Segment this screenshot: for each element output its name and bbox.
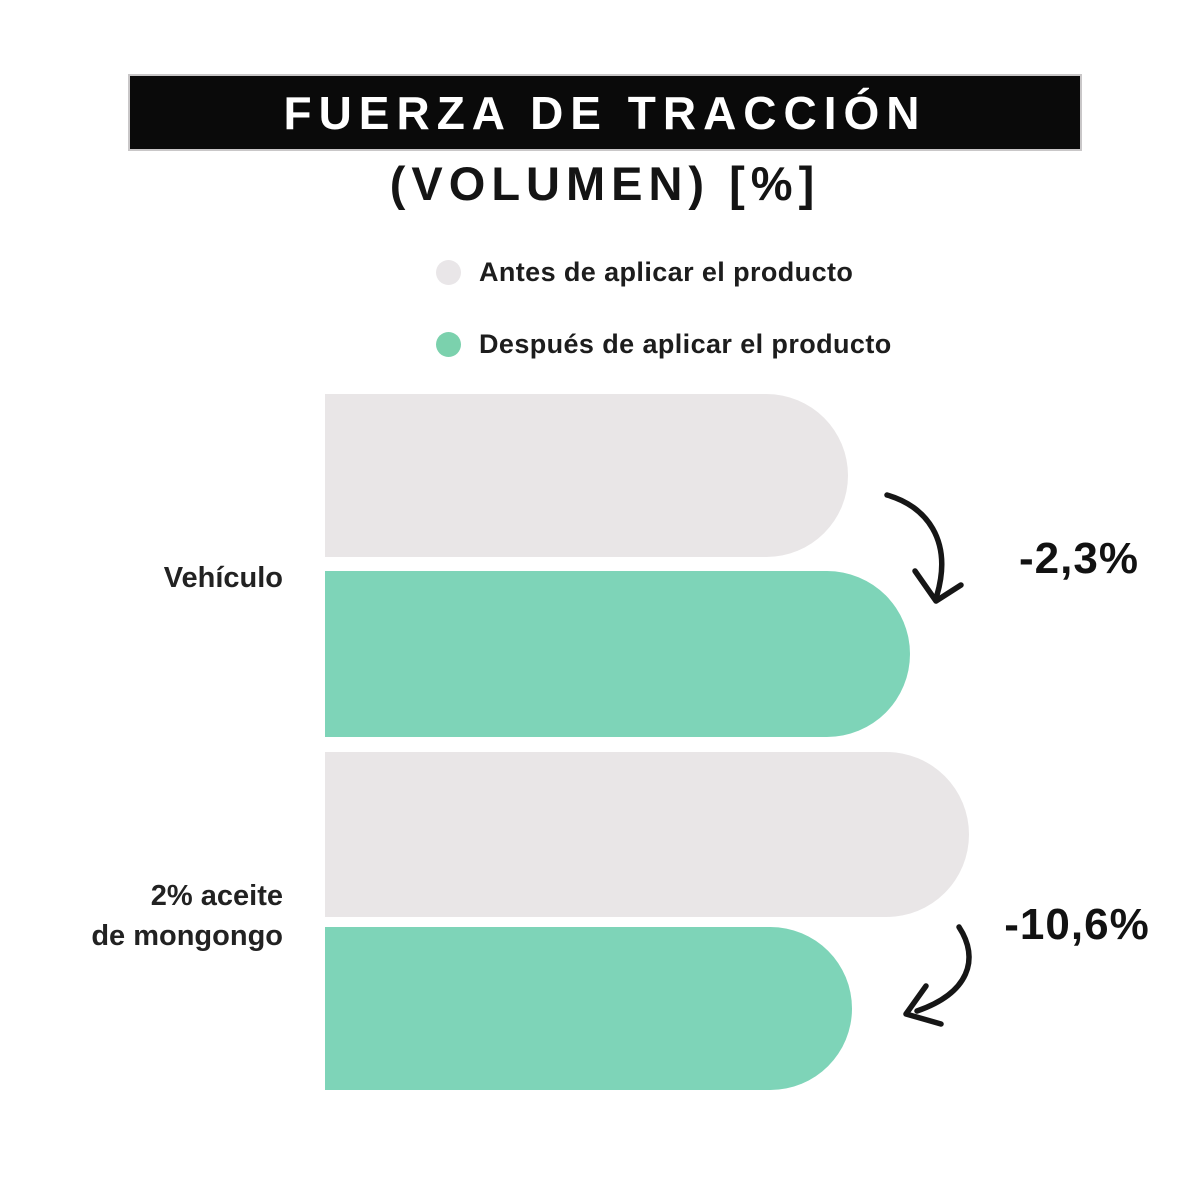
legend-label-after: Después de aplicar el producto <box>479 328 892 359</box>
bar-aceite-after <box>325 927 852 1090</box>
chart-title: FUERZA DE TRACCIÓN <box>283 86 927 139</box>
legend-label-before: Antes de aplicar el producto <box>479 256 854 287</box>
bar-aceite-before <box>325 752 969 917</box>
curved-down-arrow-icon <box>884 492 964 604</box>
legend-item-after: Después de aplicar el producto <box>436 328 892 360</box>
legend-dot-before-icon <box>436 259 461 285</box>
bar-vehiculo-before <box>325 394 848 557</box>
legend-dot-after-icon <box>436 331 461 357</box>
title-banner: FUERZA DE TRACCIÓN <box>130 76 1080 149</box>
category-label-vehiculo: Vehículo <box>163 562 283 594</box>
change-label-vehiculo: -2,3% <box>1019 534 1139 583</box>
category-label-aceite-mongongo: 2% aceite de mongongo <box>91 880 283 952</box>
curved-down-left-arrow-icon <box>903 924 972 1027</box>
change-label-aceite-mongongo: -10,6% <box>1004 900 1150 949</box>
chart-subtitle: (VOLUMEN) [%] <box>389 157 821 210</box>
bar-vehiculo-after <box>325 571 910 737</box>
legend-item-before: Antes de aplicar el producto <box>436 256 853 288</box>
